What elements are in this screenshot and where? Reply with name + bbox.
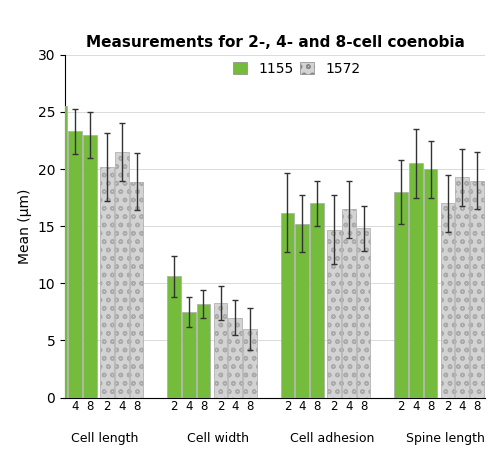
Text: Cell adhesion: Cell adhesion	[290, 432, 374, 445]
Bar	[342, 209, 355, 398]
Bar	[214, 303, 228, 398]
Bar	[424, 169, 438, 398]
Bar	[394, 192, 408, 398]
Text: Spine length: Spine length	[406, 432, 484, 445]
Bar	[54, 106, 68, 398]
Bar	[470, 181, 484, 398]
Bar	[456, 177, 469, 398]
Text: Cell length: Cell length	[71, 432, 138, 445]
Bar	[100, 167, 114, 398]
Bar	[130, 181, 143, 398]
Bar	[115, 152, 128, 398]
Bar	[83, 135, 97, 398]
Bar	[228, 318, 242, 398]
Bar	[356, 228, 370, 398]
Bar	[68, 131, 82, 398]
Bar	[280, 213, 294, 398]
Legend: 1155, 1572: 1155, 1572	[233, 62, 360, 76]
Bar	[310, 203, 324, 398]
Bar	[296, 224, 309, 398]
Text: Cell width: Cell width	[187, 432, 249, 445]
Bar	[167, 276, 181, 398]
Title: Measurements for 2-, 4- and 8-cell coenobia: Measurements for 2-, 4- and 8-cell coeno…	[86, 35, 464, 49]
Bar	[327, 230, 341, 398]
Bar	[196, 304, 210, 398]
Bar	[409, 164, 422, 398]
Bar	[440, 203, 454, 398]
Bar	[182, 312, 196, 398]
Bar	[243, 329, 257, 398]
Y-axis label: Mean (µm): Mean (µm)	[18, 189, 32, 264]
